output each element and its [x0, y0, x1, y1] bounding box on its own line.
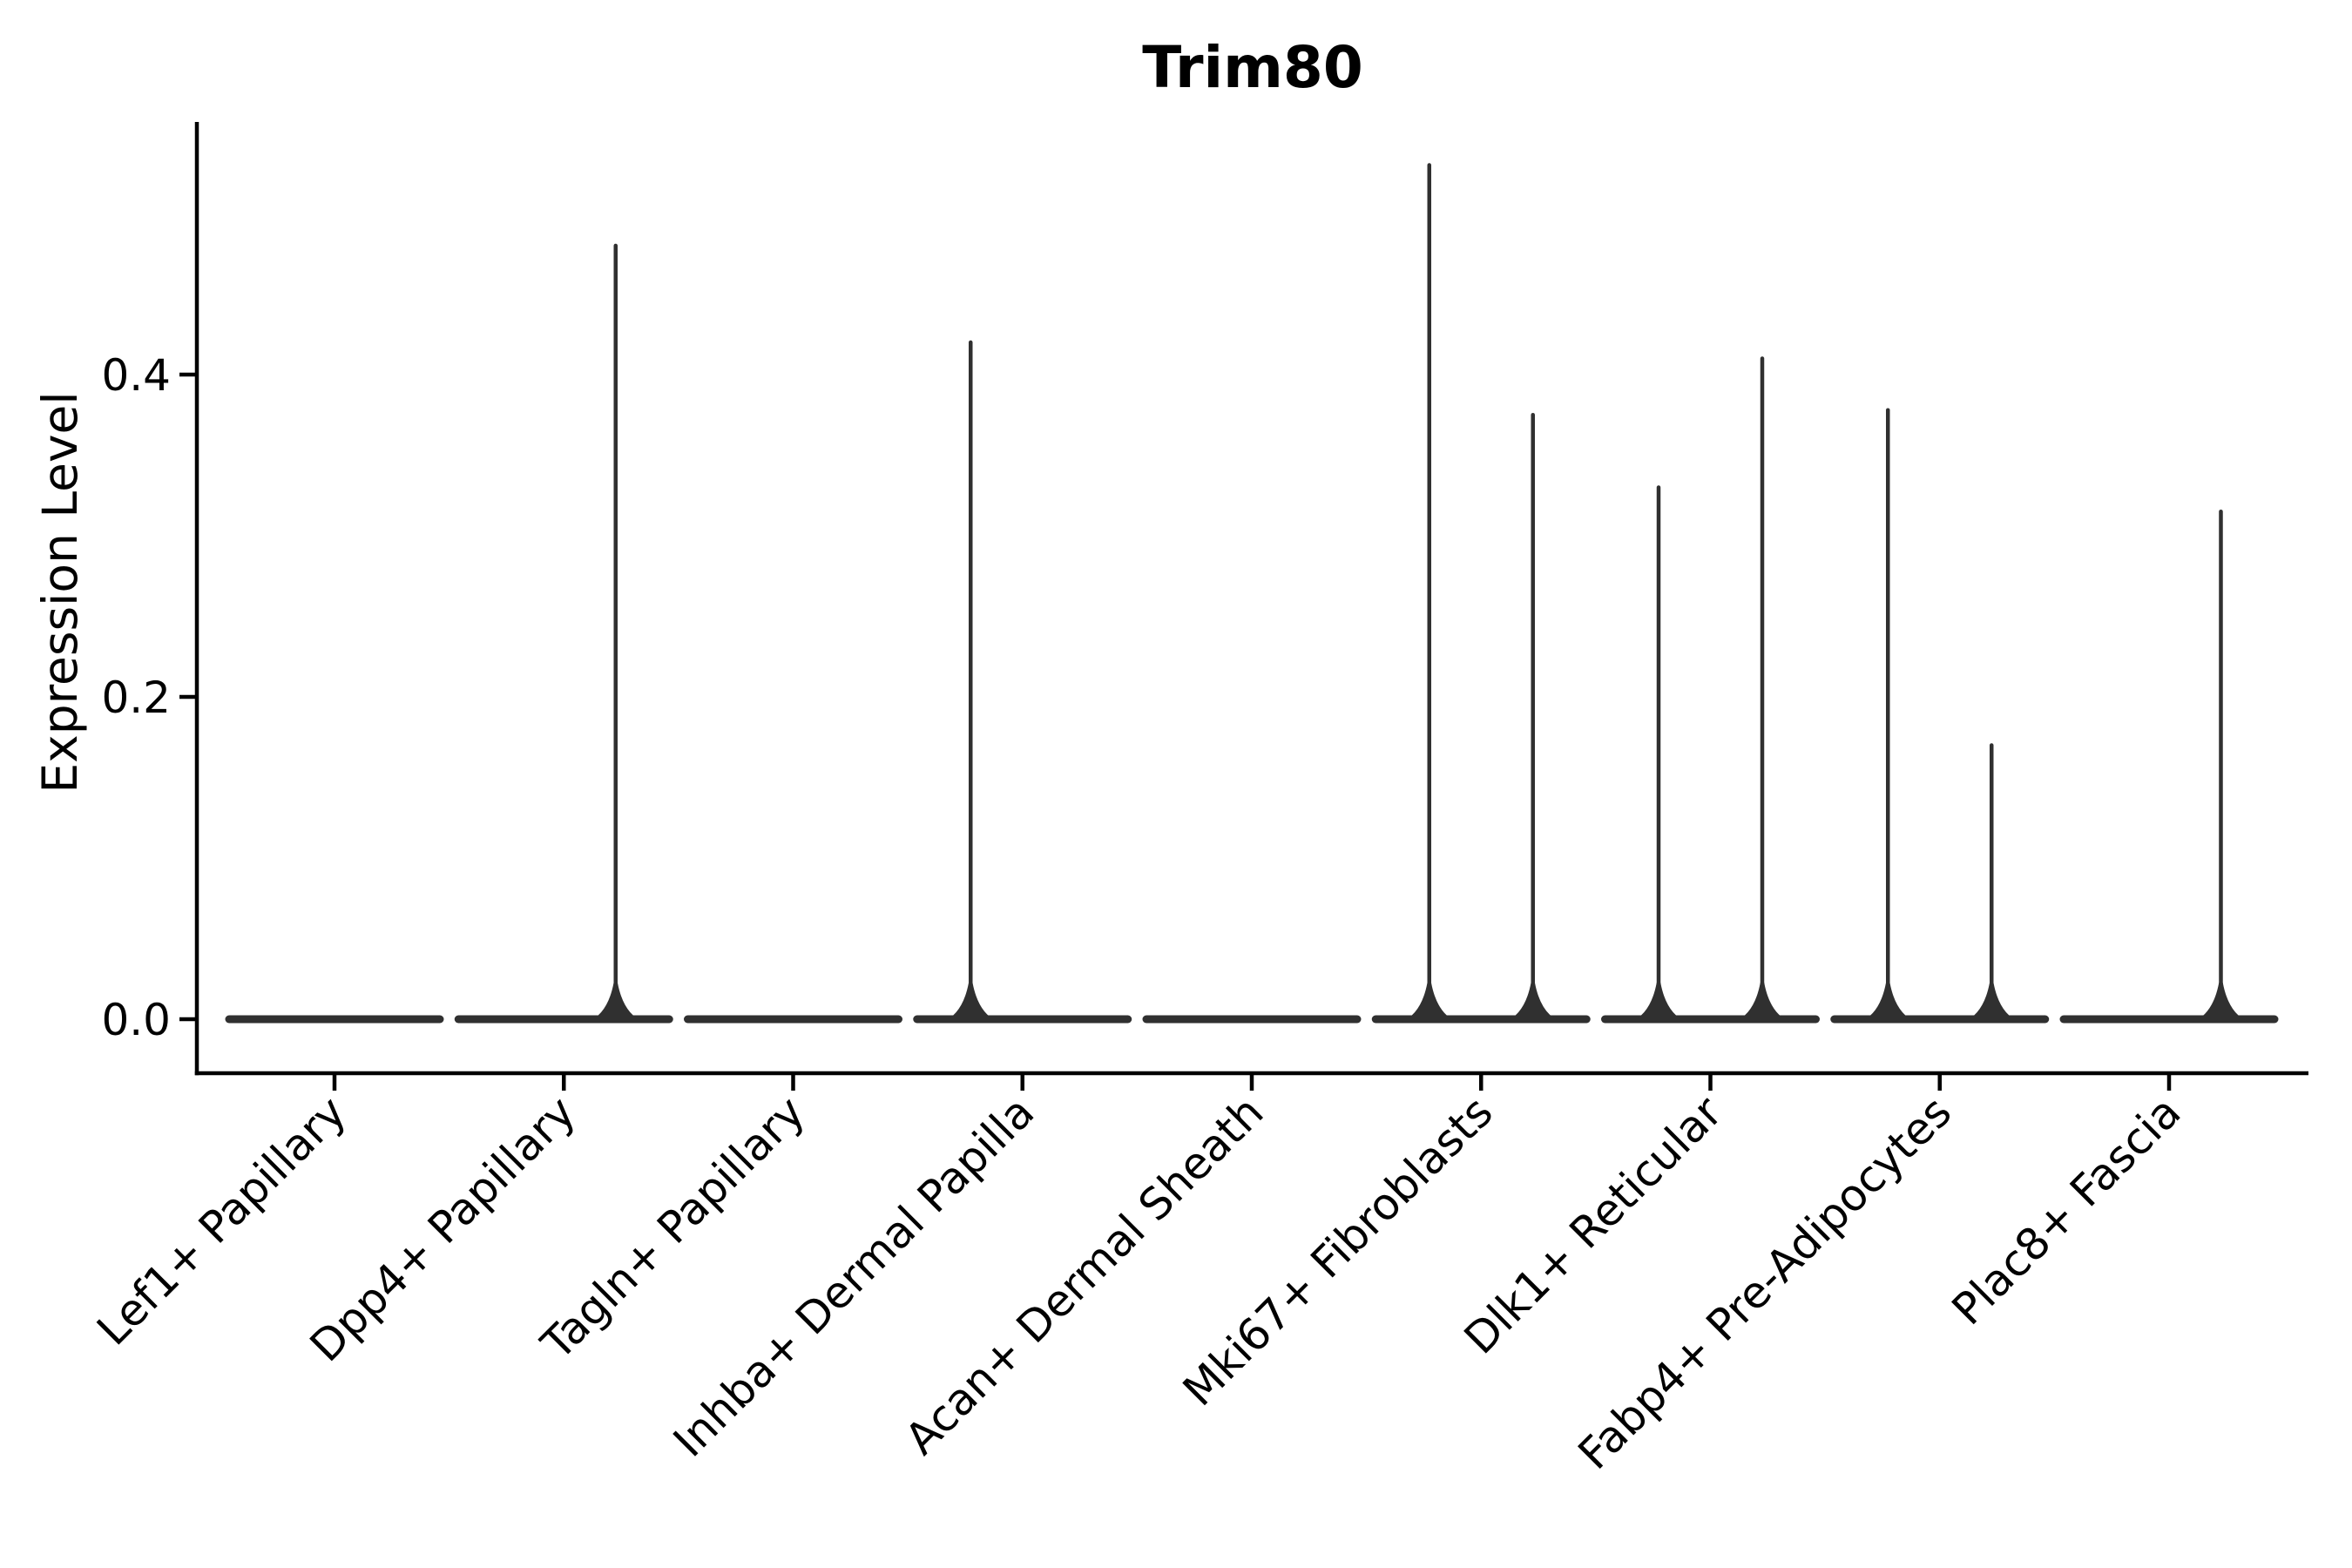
violin-spike-foot: [1734, 983, 1790, 1022]
x-category-label: Plac8+ Fascia: [1943, 1086, 2191, 1335]
x-category-label: Lef1+ Papillary: [87, 1086, 355, 1355]
violin-spike-foot: [1504, 983, 1561, 1022]
violin-spike-foot: [1963, 983, 2020, 1022]
violin-spike-foot: [2193, 983, 2249, 1022]
violin-spike-foot: [1860, 983, 1916, 1022]
violin-spike-foot: [1401, 983, 1457, 1022]
violins-layer: [225, 163, 2279, 1024]
violin-spike-foot: [1631, 983, 1687, 1022]
y-axis-label: Expression Level: [32, 391, 88, 793]
y-tick-label: 0.4: [101, 350, 171, 401]
plot-title: Trim80: [1142, 34, 1363, 101]
violin-spike-foot: [587, 983, 644, 1022]
axes-layer: [179, 122, 2308, 1091]
y-tick-labels-layer: 0.0 0.2 0.4: [101, 350, 171, 1045]
x-category-label: Fabp4+ Pre-Adipocytes: [1569, 1086, 1962, 1479]
violin-spike-foot: [943, 983, 999, 1022]
y-tick-label: 0.2: [101, 672, 171, 723]
y-tick-label: 0.0: [101, 995, 171, 1045]
